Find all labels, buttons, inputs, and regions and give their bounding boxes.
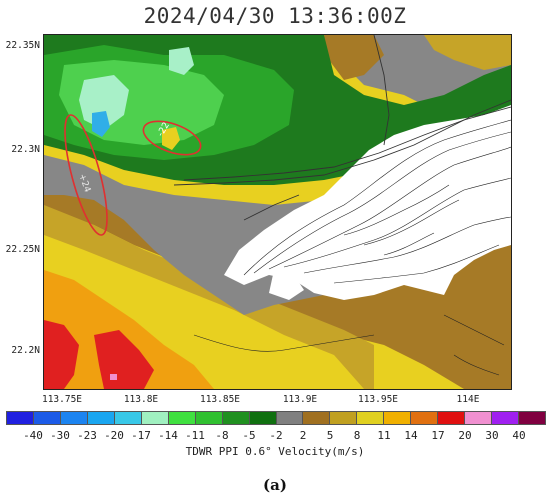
colorbar-tick-label: 40 bbox=[512, 429, 526, 442]
colorbar-swatch bbox=[60, 412, 88, 424]
terrain-white-area bbox=[224, 105, 511, 300]
y-tick-label: 22.2N bbox=[11, 345, 40, 356]
colorbar-swatch bbox=[249, 412, 277, 424]
colorbar-tick-label: 30 bbox=[485, 429, 499, 442]
velocity-core-cell bbox=[162, 127, 180, 150]
velocity-colorbar bbox=[6, 411, 546, 425]
colorbar-tick-label: 5 bbox=[326, 429, 334, 442]
velocity-mint-area-2 bbox=[169, 47, 194, 75]
colorbar-swatch bbox=[492, 412, 520, 424]
velocity-mint-area bbox=[79, 75, 129, 130]
colorbar-tick-label: -8 bbox=[215, 429, 229, 442]
colorbar-tick-label: -20 bbox=[104, 429, 124, 442]
colorbar-tick-label: 8 bbox=[353, 429, 361, 442]
y-tick-label: 22.3N bbox=[11, 144, 40, 155]
panel-label: (a) bbox=[263, 476, 287, 494]
radar-velocity-field: +24 -22 bbox=[44, 35, 511, 389]
colorbar-tick-label: 20 bbox=[458, 429, 472, 442]
x-tick-label: 114E bbox=[456, 394, 480, 405]
colorbar-swatch bbox=[465, 412, 493, 424]
annotation-ellipse-right bbox=[142, 120, 202, 156]
colorbar-tick-label: -23 bbox=[77, 429, 97, 442]
colorbar-swatch bbox=[195, 412, 223, 424]
colorbar-swatch bbox=[330, 412, 358, 424]
velocity-orange-area bbox=[44, 270, 214, 389]
colorbar-swatch bbox=[357, 412, 385, 424]
colorbar-caption: TDWR PPI 0.6° Velocity(m/s) bbox=[185, 445, 365, 458]
colorbar-tick-label: -5 bbox=[242, 429, 256, 442]
x-tick-label: 113.75E bbox=[41, 394, 83, 405]
road-lines bbox=[173, 35, 511, 221]
colorbar-tick-label: -2 bbox=[269, 429, 283, 442]
annotation-ellipse-left bbox=[64, 114, 108, 236]
y-tick-label: 22.35N bbox=[5, 40, 40, 51]
annotation-ellipses bbox=[64, 114, 202, 236]
colorbar-swatch bbox=[141, 412, 169, 424]
colorbar-tick-label: 2 bbox=[299, 429, 307, 442]
colorbar-swatch bbox=[33, 412, 61, 424]
colorbar-swatch bbox=[276, 412, 304, 424]
colorbar-swatch bbox=[168, 412, 196, 424]
velocity-olive-upper bbox=[424, 35, 511, 70]
colorbar-tick-label: -30 bbox=[50, 429, 70, 442]
colorbar-swatch bbox=[222, 412, 250, 424]
y-tick-label: 22.25N bbox=[5, 244, 40, 255]
terrain-contours bbox=[193, 119, 511, 376]
colorbar-swatch bbox=[303, 412, 331, 424]
colorbar-tick-label: 17 bbox=[431, 429, 445, 442]
velocity-brown-upper bbox=[324, 35, 384, 80]
chart-title: 2024/04/30 13:36:00Z bbox=[143, 4, 407, 28]
colorbar-swatch bbox=[384, 412, 412, 424]
velocity-pink-cell bbox=[110, 374, 117, 380]
colorbar-tick-label: -17 bbox=[131, 429, 151, 442]
terrain-white-area-2 bbox=[269, 270, 304, 300]
x-tick-label: 113.8E bbox=[123, 394, 159, 405]
colorbar-swatch bbox=[114, 412, 142, 424]
colorbar-swatch bbox=[438, 412, 466, 424]
colorbar-tick-label: -11 bbox=[185, 429, 205, 442]
colorbar-swatch bbox=[411, 412, 439, 424]
colorbar-tick-label: 11 bbox=[377, 429, 391, 442]
x-tick-label: 113.9E bbox=[282, 394, 318, 405]
x-tick-label: 113.85E bbox=[199, 394, 241, 405]
colorbar-tick-label: -14 bbox=[158, 429, 178, 442]
colorbar-swatch bbox=[519, 412, 546, 424]
velocity-red-area bbox=[44, 320, 79, 389]
colorbar-swatch bbox=[7, 412, 34, 424]
colorbar-swatch bbox=[87, 412, 115, 424]
velocity-red-area-2 bbox=[94, 330, 154, 389]
velocity-cyan-area bbox=[92, 111, 110, 137]
radar-map: +24 -22 bbox=[43, 34, 512, 390]
colorbar-tick-label: -40 bbox=[23, 429, 43, 442]
colorbar-tick-label: 14 bbox=[404, 429, 418, 442]
x-tick-label: 113.95E bbox=[357, 394, 399, 405]
